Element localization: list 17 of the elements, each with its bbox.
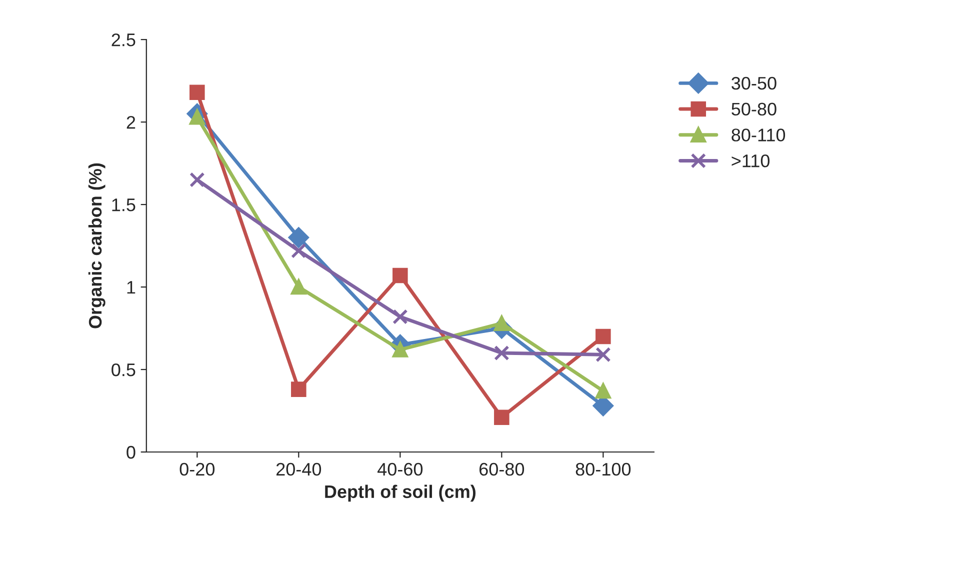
y-axis-title: Organic carbon (%) bbox=[88, 163, 106, 328]
y-tick-label: 1.5 bbox=[112, 198, 136, 212]
x-tick-label: 80-100 bbox=[576, 462, 631, 476]
x-tick-label: 0-20 bbox=[180, 462, 215, 476]
x-axis-title: Depth of soil (cm) bbox=[325, 484, 476, 502]
y-tick-label: 2.5 bbox=[112, 33, 136, 46]
legend-label: >110 bbox=[732, 154, 770, 168]
x-tick-label: 20-40 bbox=[276, 462, 322, 476]
y-tick-label: 0 bbox=[126, 446, 136, 459]
x-tick-label: 60-80 bbox=[479, 462, 524, 476]
y-tick-label: 2 bbox=[126, 116, 136, 129]
y-tick-label: 1 bbox=[127, 281, 136, 294]
legend-label: 30-50 bbox=[732, 76, 776, 90]
legend-label: 50-80 bbox=[732, 102, 776, 116]
x-tick-label: 40-60 bbox=[377, 462, 423, 476]
legend-label: 80-110 bbox=[732, 128, 786, 142]
y-tick-label: 0.5 bbox=[112, 363, 136, 376]
